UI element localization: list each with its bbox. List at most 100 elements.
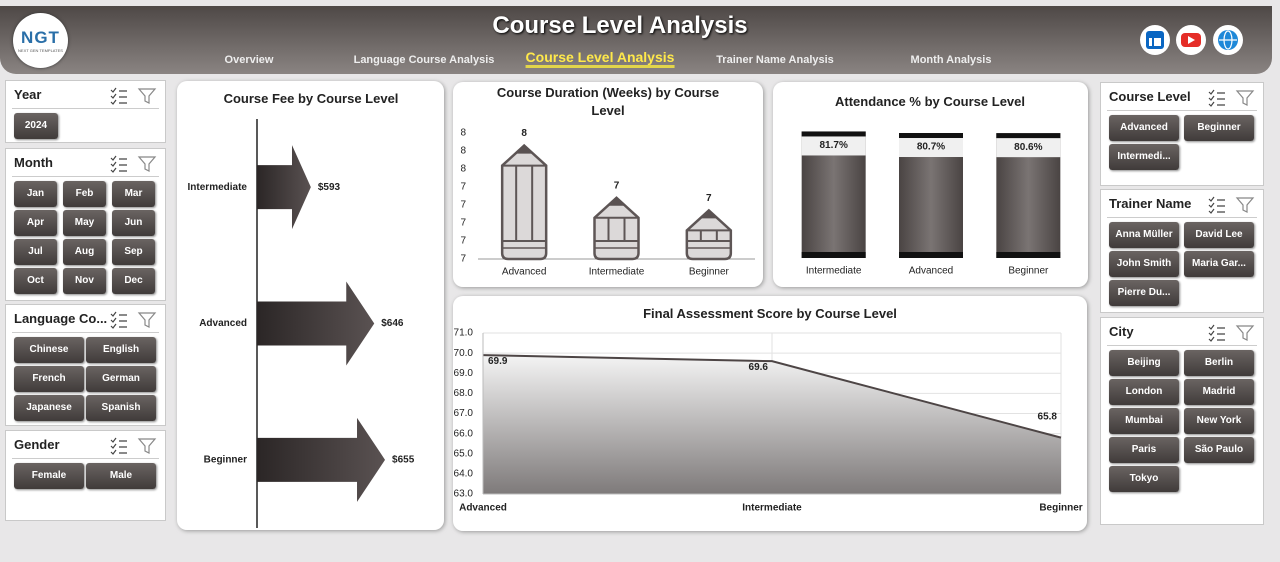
icon-glyph <box>110 311 117 329</box>
slicer-panel: Course Level Advanced Beginner Intermedi... <box>1100 82 1264 186</box>
y-tick-label: 7 <box>460 236 466 247</box>
data-label: 69.9 <box>488 356 508 367</box>
bar-cap <box>801 131 866 137</box>
data-label: 81.7% <box>819 140 847 151</box>
x-tick-label: Intermediate <box>742 503 802 514</box>
slicer-title: City <box>1109 324 1134 339</box>
slicer-button[interactable]: 2024 <box>14 113 58 139</box>
slicer-button[interactable]: David Lee <box>1184 222 1254 248</box>
clear-filter-icon[interactable] <box>1235 90 1255 106</box>
clear-filter-icon[interactable] <box>137 88 157 104</box>
y-tick-label: 64.0 <box>454 469 474 480</box>
slicer-button[interactable]: German <box>86 366 156 392</box>
y-tick-label: 7 <box>460 200 466 211</box>
slicer-toolbar <box>109 154 159 179</box>
slicer-button[interactable]: Madrid <box>1184 379 1254 405</box>
slicer-button[interactable]: São Paulo <box>1184 437 1254 463</box>
slicer-divider <box>1107 217 1257 218</box>
slicer-button[interactable]: Advanced <box>1109 115 1179 141</box>
slicer-button[interactable]: Chinese <box>14 337 84 363</box>
slicer-button[interactable]: Jul <box>14 239 57 265</box>
y-tick-label: 7 <box>460 254 466 265</box>
slicer-icons <box>110 437 157 455</box>
nav-tab[interactable]: Trainer Name Analysis <box>716 54 834 66</box>
slicer-button[interactable]: Anna Müller <box>1109 222 1179 248</box>
slicer-button[interactable]: Sep <box>112 239 155 265</box>
category-label: Advanced <box>199 318 247 329</box>
slicer-button[interactable]: English <box>86 337 156 363</box>
icon-glyph <box>1217 327 1225 341</box>
slicer-divider <box>1107 110 1257 111</box>
slicer-button[interactable]: Mar <box>112 181 155 207</box>
multi-select-icon[interactable] <box>110 87 127 105</box>
slicer-button[interactable]: May <box>63 210 106 236</box>
pencil-tip <box>699 208 719 219</box>
pencil-bar <box>500 143 548 261</box>
slicer-button[interactable]: Feb <box>63 181 106 207</box>
slicer-button[interactable]: French <box>14 366 84 392</box>
slicer-button[interactable]: Spanish <box>86 395 156 421</box>
slicer-divider <box>12 332 159 333</box>
slicer-panel: City Beijing Berlin London Madrid Mumbai New Y… <box>1100 317 1264 525</box>
slicer-title: Month <box>14 155 53 170</box>
multi-select-icon[interactable] <box>1208 196 1225 214</box>
multi-select-icon[interactable] <box>110 155 127 173</box>
slicer-button[interactable]: Paris <box>1109 437 1179 463</box>
slicer-button[interactable]: Jan <box>14 181 57 207</box>
slicer-button[interactable]: London <box>1109 379 1179 405</box>
category-label: Beginner <box>204 454 247 465</box>
nav-tab[interactable]: Month Analysis <box>910 54 992 66</box>
slicer-button[interactable]: Beginner <box>1184 115 1254 141</box>
slicer-panel: Year 2024 <box>5 80 166 143</box>
slicer-toolbar <box>1207 323 1257 348</box>
slicer-button[interactable]: Dec <box>112 268 155 294</box>
slicer-button[interactable]: New York <box>1184 408 1254 434</box>
pencil-tip <box>607 196 626 206</box>
multi-select-icon[interactable] <box>110 437 127 455</box>
y-tick-label: 69.0 <box>454 368 474 379</box>
slicer-button[interactable]: Female <box>14 463 84 489</box>
slicer-button[interactable]: Oct <box>14 268 57 294</box>
slicer-button[interactable]: Berlin <box>1184 350 1254 376</box>
slicer-button[interactable]: Tokyo <box>1109 466 1179 492</box>
slicer-toolbar <box>1207 88 1257 113</box>
label-band <box>801 136 866 156</box>
y-tick-label: 8 <box>460 164 466 175</box>
nav-tab[interactable]: Overview <box>224 54 274 66</box>
clear-filter-icon[interactable] <box>137 312 157 328</box>
slicer-button[interactable]: Maria Gar... <box>1184 251 1254 277</box>
youtube-glyph <box>1188 36 1195 44</box>
slicer-button[interactable]: Aug <box>63 239 106 265</box>
slicer-button[interactable]: Mumbai <box>1109 408 1179 434</box>
slicer-button[interactable]: Jun <box>112 210 155 236</box>
multi-select-icon[interactable] <box>1208 89 1225 107</box>
multi-select-icon[interactable] <box>110 311 127 329</box>
line-series <box>482 354 1062 439</box>
slicer-toolbar <box>109 86 159 111</box>
slicer-button[interactable]: Japanese <box>14 395 84 421</box>
slicer-button[interactable]: Apr <box>14 210 57 236</box>
clear-filter-icon[interactable] <box>1235 325 1255 341</box>
clear-filter-icon[interactable] <box>137 156 157 172</box>
icon-glyph <box>1217 92 1225 106</box>
data-label: 80.7% <box>917 142 945 153</box>
slicer-button[interactable]: Male <box>86 463 156 489</box>
slicer-button[interactable]: Beijing <box>1109 350 1179 376</box>
slicer-button[interactable]: Pierre Du... <box>1109 280 1179 306</box>
nav-tab[interactable]: Course Level Analysis <box>525 49 675 68</box>
clear-filter-icon[interactable] <box>137 438 157 454</box>
slicer-button[interactable]: Intermedi... <box>1109 144 1179 170</box>
data-label: $646 <box>381 318 404 329</box>
multi-select-icon[interactable] <box>1208 324 1225 342</box>
clear-filter-icon[interactable] <box>1235 197 1255 213</box>
icon-glyph <box>1217 199 1225 213</box>
slicer-button[interactable]: John Smith <box>1109 251 1179 277</box>
dashboard-title: Course Level Analysis <box>492 12 748 39</box>
nav-tab[interactable]: Language Course Analysis <box>353 54 495 66</box>
slicer-divider <box>12 176 159 177</box>
slicer-button[interactable]: Nov <box>63 268 106 294</box>
bar-cap <box>801 252 866 258</box>
slicer-panel: Month Jan Feb Mar Apr May Jun Jul Aug Sep Oct Nov De… <box>5 148 166 301</box>
icon-glyph <box>110 87 117 105</box>
slicer-title: Language Co... <box>14 311 108 326</box>
